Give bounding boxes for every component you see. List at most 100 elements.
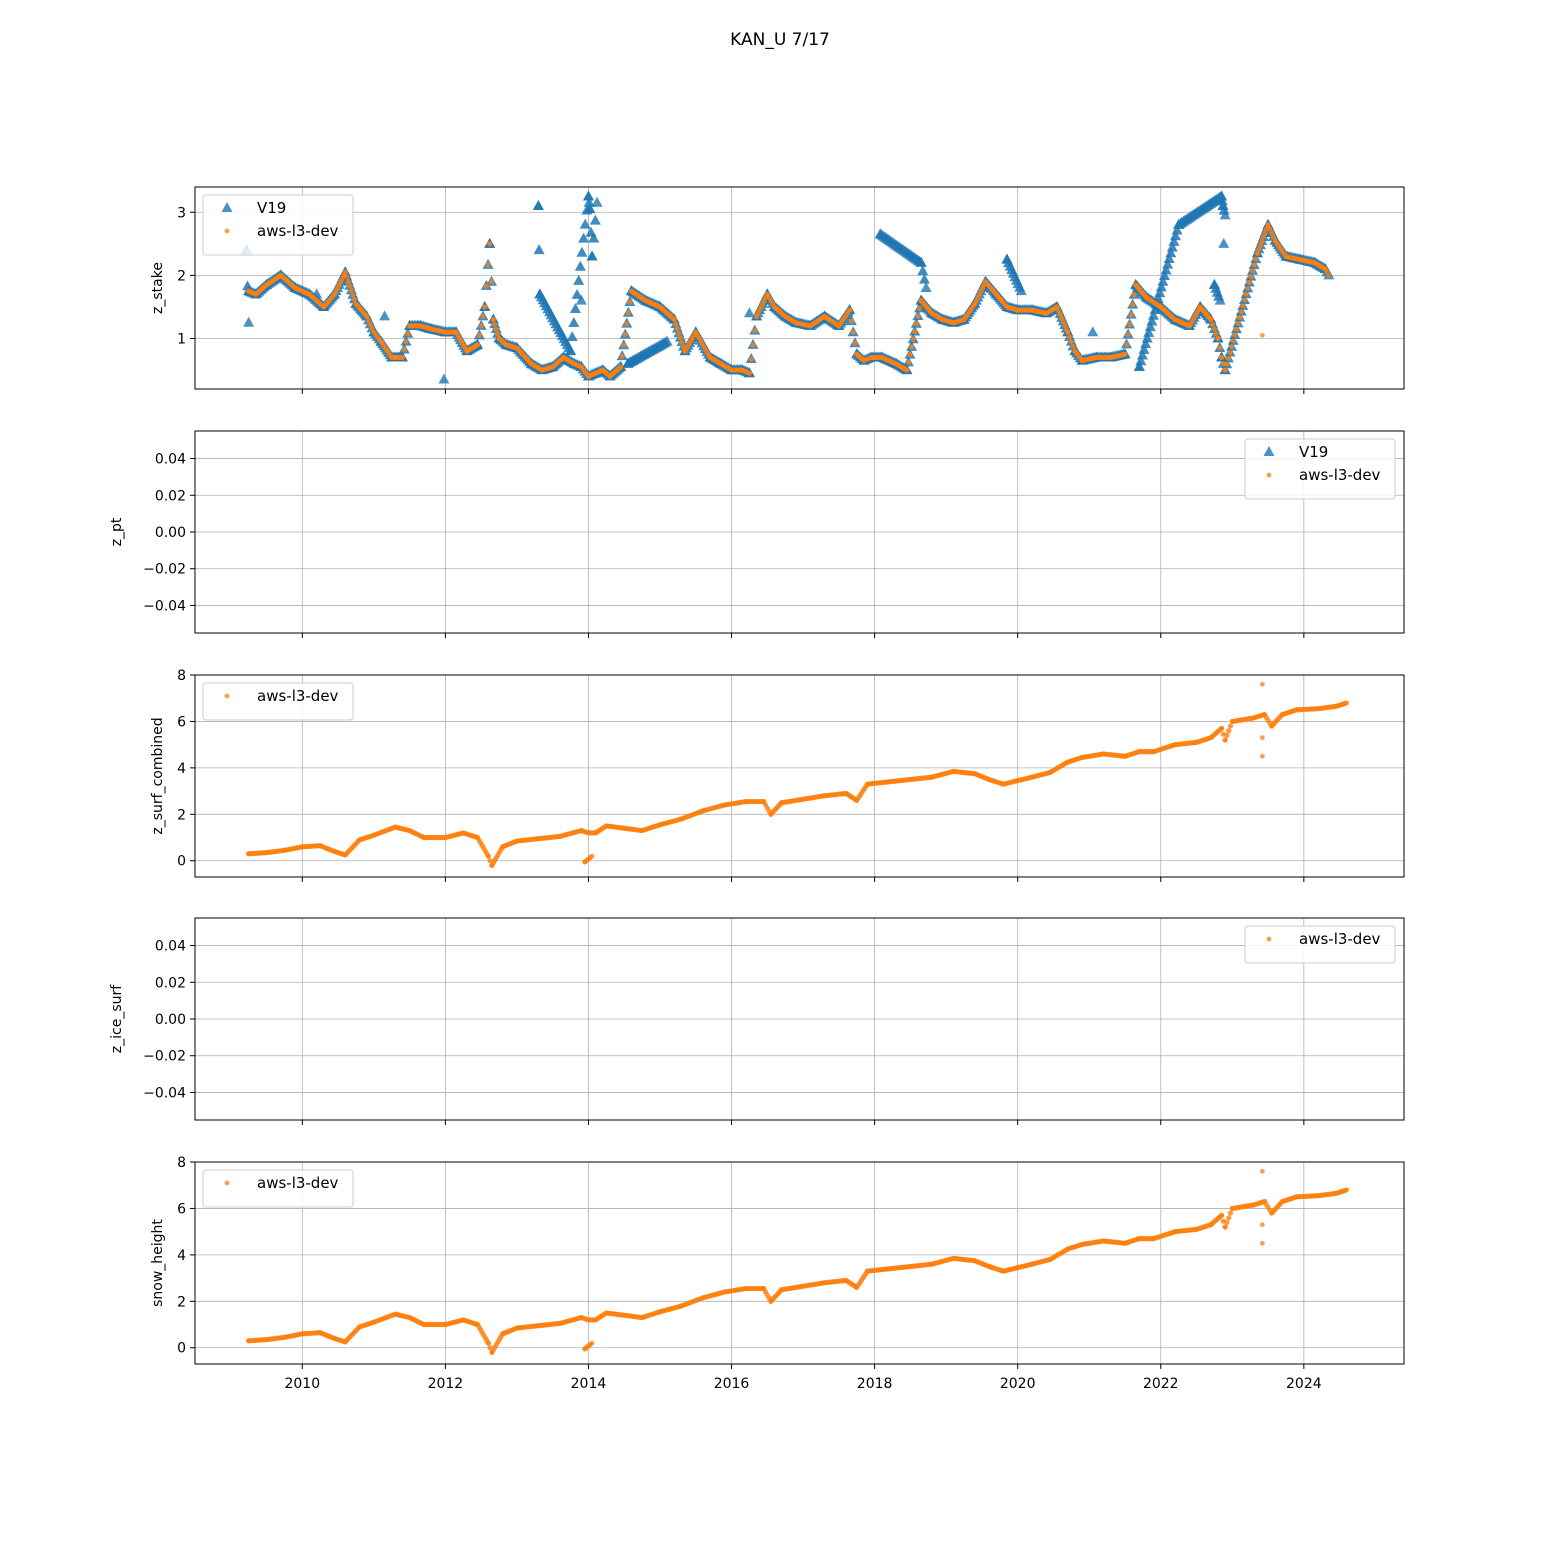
aws-point xyxy=(392,824,398,830)
aws-point xyxy=(488,279,495,285)
aws-point xyxy=(453,329,459,335)
aws-point xyxy=(910,336,916,342)
v19-point xyxy=(1165,247,1177,258)
aws-point xyxy=(403,339,409,345)
aws-point xyxy=(800,796,806,802)
aws-point xyxy=(1217,345,1223,351)
aws-point xyxy=(535,836,541,842)
aws-point xyxy=(1158,304,1164,310)
aws-point xyxy=(246,288,252,294)
aws-point xyxy=(657,822,663,828)
aws-point xyxy=(1126,321,1133,328)
aws-point xyxy=(1222,367,1228,373)
aws-point xyxy=(482,304,488,310)
aws-point xyxy=(1294,1194,1300,1200)
aws-point xyxy=(847,307,852,313)
aws-point xyxy=(1151,1236,1157,1242)
aws-point xyxy=(913,321,919,327)
v19-point xyxy=(574,260,586,271)
legend-marker-dot xyxy=(224,1180,230,1186)
aws-point xyxy=(371,832,377,838)
aws-point xyxy=(639,1315,645,1320)
aws-point xyxy=(621,342,627,348)
v19-point xyxy=(1087,326,1099,337)
v19-point xyxy=(379,310,391,321)
v19-point xyxy=(589,214,601,225)
y-tick-label: 0 xyxy=(177,1341,186,1357)
y-axis-label: z_pt xyxy=(109,517,125,546)
v19-point xyxy=(920,282,932,292)
aws-point xyxy=(1259,238,1265,244)
aws-point xyxy=(607,373,613,379)
v19-point xyxy=(569,302,581,313)
aws-point xyxy=(489,862,495,868)
aws-point xyxy=(1269,723,1275,729)
y-tick-label: 4 xyxy=(177,761,186,777)
aws-point xyxy=(1297,257,1303,262)
aws-point xyxy=(1079,755,1085,760)
y-tick-label: 2 xyxy=(177,1294,186,1310)
aws-point xyxy=(761,1286,767,1291)
aws-point xyxy=(1257,242,1264,248)
aws-point xyxy=(1224,1219,1230,1225)
v19-point xyxy=(915,256,927,267)
aws-point xyxy=(342,1339,348,1345)
aws-point xyxy=(1254,250,1260,256)
legend-box xyxy=(1244,925,1396,964)
aws-point xyxy=(464,348,470,354)
aws-point xyxy=(893,361,899,367)
aws-point xyxy=(1122,753,1128,759)
y-tick-label: 2 xyxy=(177,807,186,823)
aws-point xyxy=(886,1266,892,1272)
aws-point xyxy=(1237,314,1243,321)
panel-3: 0 2 4 6 8 z_surf_combined aws-l3-dev xyxy=(150,668,1405,882)
y-tick-label: −0.02 xyxy=(143,1049,186,1065)
aws-point xyxy=(475,342,480,348)
v19-point xyxy=(1163,252,1175,263)
x-tick-label: 2018 xyxy=(857,1376,893,1392)
v19-point xyxy=(1155,281,1167,292)
aws-point xyxy=(500,844,506,850)
v19-point xyxy=(1015,285,1027,296)
panel-1: 1 2 3 z_stake V19 aws-l3-dev xyxy=(150,186,1405,394)
aws-point xyxy=(407,828,413,833)
y-tick-label: 1 xyxy=(177,332,186,348)
v19-point xyxy=(532,199,544,210)
aws-point xyxy=(1272,238,1278,244)
y-tick-label: −0.04 xyxy=(143,1085,186,1101)
v19-point xyxy=(579,218,591,229)
aws-point xyxy=(1015,307,1021,313)
aws-point xyxy=(700,1295,706,1301)
aws-point xyxy=(1229,719,1235,724)
y-axis-label: z_ice_surf xyxy=(109,984,125,1053)
aws-point xyxy=(1004,304,1010,310)
legend-marker-dot xyxy=(1266,472,1272,478)
aws-point xyxy=(752,328,758,334)
aws-point xyxy=(1333,1190,1339,1196)
panel-5: 2010 2012 2014 2016 2018 2020 2022 2024 0 2 4 6 8 sno… xyxy=(150,1155,1405,1392)
aws-point xyxy=(1326,272,1332,278)
aws-point xyxy=(1224,732,1230,738)
aws-point xyxy=(1251,262,1257,268)
aws-point xyxy=(582,859,588,865)
y-axis-label: z_surf_combined xyxy=(150,717,166,834)
aws-point xyxy=(1068,339,1074,345)
aws-point xyxy=(673,321,679,327)
aws-point xyxy=(407,1315,413,1320)
aws-point xyxy=(593,830,599,836)
aws-point xyxy=(1066,334,1073,340)
aws-point xyxy=(1344,1187,1350,1193)
aws-point xyxy=(278,272,284,278)
v19-point xyxy=(573,274,585,285)
legend: aws-l3-dev xyxy=(202,682,354,721)
legend: aws-l3-dev xyxy=(202,1169,354,1208)
aws-point xyxy=(345,278,351,284)
legend-label: V19 xyxy=(257,199,286,217)
aws-point xyxy=(1210,321,1216,327)
aws-point xyxy=(983,279,988,285)
aws-point xyxy=(657,1309,663,1315)
aws-point xyxy=(643,298,649,304)
aws-point xyxy=(918,298,924,304)
axes-frame xyxy=(194,674,1405,878)
aws-point xyxy=(1197,304,1203,310)
